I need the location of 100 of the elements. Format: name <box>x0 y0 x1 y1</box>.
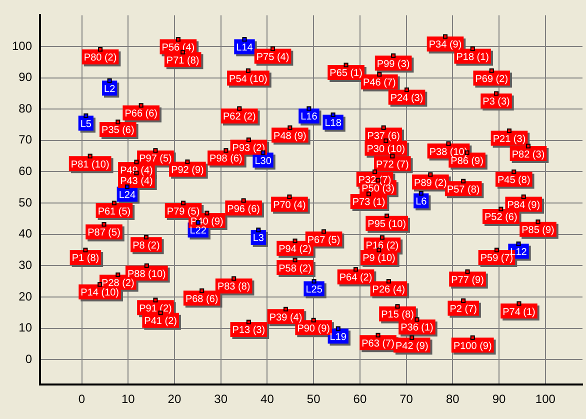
data-label: P9 (10) <box>362 253 396 264</box>
data-label: P30 (10) <box>366 144 406 155</box>
data-label: P43 (4) <box>120 176 153 188</box>
data-label: P14 (10) <box>80 288 120 299</box>
data-label: P1 (8) <box>72 253 100 264</box>
data-label: P96 (6) <box>227 204 260 215</box>
data-label: P72 (7) <box>376 159 409 170</box>
data-label: P36 (1) <box>400 322 434 334</box>
y-tick-label: 90 <box>18 70 32 84</box>
x-tick-label: 50 <box>306 392 321 406</box>
data-label: P2 (7) <box>450 304 477 315</box>
data-label: P3 (3) <box>482 96 510 108</box>
x-tick-label: 80 <box>446 392 460 406</box>
y-tick-label: 30 <box>18 258 32 272</box>
x-tick-label: 70 <box>400 392 414 406</box>
x-tick-label: 40 <box>260 392 274 406</box>
data-label: P58 (2) <box>278 263 312 274</box>
data-label: P16 (2) <box>366 240 399 252</box>
point <box>84 113 88 118</box>
data-label: P37 (6) <box>367 130 400 142</box>
data-label: P41 (2) <box>144 316 177 328</box>
data-label: P48 (9) <box>274 130 306 142</box>
data-label: L25 <box>306 284 323 296</box>
data-label: P67 (5) <box>307 234 340 246</box>
data-label: P82 (3) <box>512 149 545 160</box>
y-tick-label: 80 <box>18 101 32 116</box>
x-tick-label: 90 <box>492 392 506 406</box>
data-label: P57 (8) <box>446 184 480 196</box>
data-label: L5 <box>80 118 92 130</box>
data-label: P13 (3) <box>232 325 266 336</box>
data-label: P99 (3) <box>376 58 410 70</box>
data-label: L2 <box>104 84 116 95</box>
data-label: P68 (6) <box>185 294 218 305</box>
data-label: P81 (10) <box>70 159 110 170</box>
x-tick-label: 10 <box>121 392 136 406</box>
data-label: P97 (5) <box>139 154 172 165</box>
data-label: L14 <box>236 42 254 54</box>
point <box>516 241 521 246</box>
data-label: P74 (1) <box>502 306 536 318</box>
data-label: P79 (5) <box>166 206 200 218</box>
data-label: P18 (1) <box>456 52 490 63</box>
y-tick-label: 40 <box>18 226 32 241</box>
data-label: P62 (2) <box>222 112 256 123</box>
data-label: P21 (3) <box>492 134 526 145</box>
data-label: P87 (5) <box>88 228 120 239</box>
data-label: P95 (10) <box>368 219 406 230</box>
data-label: L16 <box>300 112 318 123</box>
data-label: P54 (10) <box>229 74 268 85</box>
data-label: L19 <box>330 332 347 343</box>
x-tick-label: 20 <box>168 392 182 406</box>
y-tick-label: 60 <box>18 164 32 178</box>
data-label: P39 (4) <box>269 312 302 324</box>
point <box>306 106 312 111</box>
data-label: P88 (10) <box>127 268 166 280</box>
data-label: P45 (8) <box>497 174 530 186</box>
data-label: L30 <box>254 156 272 167</box>
data-label: P66 (6) <box>124 108 158 120</box>
x-tick-label: 100 <box>535 392 556 406</box>
point <box>107 78 112 83</box>
y-tick-label: 70 <box>18 132 32 147</box>
data-label: P80 (2) <box>84 52 117 64</box>
point <box>418 191 424 196</box>
data-label: P8 (2) <box>132 240 160 252</box>
data-label: P71 (8) <box>166 55 200 66</box>
x-tick-label: 60 <box>353 392 367 406</box>
y-tick-label: 100 <box>12 38 32 53</box>
data-label: P35 (6) <box>102 125 134 136</box>
data-label: P70 (4) <box>273 200 306 212</box>
point <box>330 112 336 118</box>
point <box>336 326 340 331</box>
point <box>124 184 130 190</box>
data-label: P90 (9) <box>297 323 330 334</box>
data-label: P26 (4) <box>372 284 406 296</box>
data-label: P24 (3) <box>390 92 424 104</box>
data-label: P59 (7) <box>480 253 514 264</box>
data-label: P92 (9) <box>171 164 204 176</box>
data-label: L24 <box>118 190 136 201</box>
data-label: P83 (8) <box>217 282 250 293</box>
x-tick-label: 30 <box>214 392 228 406</box>
data-label: P69 (2) <box>475 74 508 85</box>
y-tick-label: 20 <box>18 289 32 304</box>
data-label: P86 (9) <box>450 156 484 167</box>
data-label: P32 (7) <box>358 174 392 186</box>
y-tick-label: 50 <box>18 195 32 210</box>
data-label: L6 <box>416 196 428 208</box>
data-label: L18 <box>324 118 342 129</box>
data-label: P65 (1) <box>330 68 362 80</box>
data-label: P34 (9) <box>428 40 462 51</box>
data-label: L22 <box>190 226 207 237</box>
data-label: P28 (2) <box>102 278 134 289</box>
data-label: P64 (2) <box>339 272 372 284</box>
data-label: P52 (6) <box>484 212 518 224</box>
data-label: P75 (4) <box>256 52 290 63</box>
y-tick-label: 0 <box>25 352 32 366</box>
data-label: P85 (9) <box>522 225 554 236</box>
data-label: P15 (8) <box>381 310 414 321</box>
data-label: P42 (9) <box>395 340 428 352</box>
data-label: P61 (5) <box>98 206 131 218</box>
data-label: P98 (6) <box>210 154 242 165</box>
data-label: P94 (2) <box>278 244 312 256</box>
